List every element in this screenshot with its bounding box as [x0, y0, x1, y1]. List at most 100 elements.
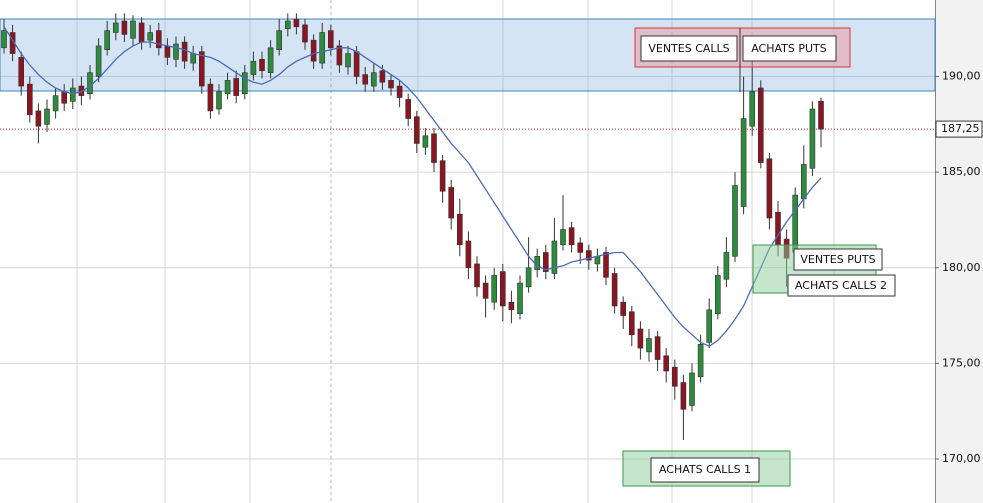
candle-body — [508, 301, 515, 311]
candle-body — [499, 271, 506, 307]
moving-average — [3, 26, 822, 347]
y-tick-label: 185,00 — [942, 165, 981, 178]
candle-body — [44, 108, 50, 125]
annotation: ACHATS PUTS — [751, 42, 827, 55]
candle-body — [173, 43, 179, 60]
candle-body — [775, 211, 781, 246]
candle-body — [130, 20, 136, 39]
candle-body — [654, 336, 661, 360]
candle-body — [749, 91, 756, 127]
candle-body — [362, 74, 369, 85]
candle-body — [147, 32, 153, 41]
candle-body — [456, 213, 463, 246]
candle-body — [293, 18, 300, 28]
candle-body — [603, 252, 609, 278]
candle-body — [551, 240, 558, 274]
candle-body — [156, 30, 162, 49]
candle-body — [413, 116, 420, 144]
candle-body — [714, 275, 721, 314]
annotation: ACHATS CALLS 1 — [659, 463, 751, 476]
candle-body — [104, 30, 110, 51]
candle-body — [310, 39, 317, 62]
candle-body — [491, 275, 498, 303]
candle-body — [542, 252, 549, 272]
candle-body — [646, 338, 652, 353]
candle-body — [199, 51, 205, 87]
candle-body — [560, 229, 566, 246]
last-price-label: 187,25 — [941, 122, 980, 135]
candle-body — [448, 187, 455, 219]
candle-body — [439, 160, 446, 192]
candle-body — [181, 41, 188, 62]
candle-body — [379, 70, 386, 83]
candle-body — [259, 58, 265, 72]
candle-body — [26, 83, 33, 116]
y-tick-label: 175,00 — [942, 356, 981, 369]
candle-body — [818, 101, 824, 130]
candle-body — [1, 30, 7, 49]
candle-body — [680, 382, 687, 410]
candle-body — [405, 99, 412, 119]
candle-body — [723, 252, 730, 280]
y-tick-label: 180,00 — [942, 261, 981, 274]
candle-body — [87, 72, 93, 95]
candle-body — [525, 267, 532, 288]
annotation-box — [650, 457, 760, 483]
candle-body — [61, 91, 68, 104]
last-price-box — [935, 120, 983, 138]
candle-body — [302, 24, 308, 43]
candle-body — [431, 133, 437, 163]
candle-body — [396, 85, 403, 98]
candle-body — [233, 78, 239, 96]
candle-body — [706, 309, 713, 343]
candle-body — [138, 22, 145, 43]
y-tick-label: 170,00 — [942, 452, 981, 465]
candle-body — [224, 80, 231, 95]
annotation: VENTES PUTS — [800, 253, 875, 266]
candle-body — [766, 158, 773, 219]
candle-body — [121, 20, 128, 35]
candle-body — [577, 242, 584, 253]
candle-body — [242, 72, 248, 95]
candle-body — [216, 91, 222, 110]
candle-body — [250, 60, 257, 75]
candle-body — [327, 30, 334, 49]
candle-body — [732, 185, 738, 257]
candle-body — [663, 355, 670, 372]
candle-body — [465, 240, 472, 269]
annotation-box — [793, 248, 883, 271]
annotation: VENTES CALLS — [648, 42, 729, 55]
candle-body — [353, 51, 360, 77]
candle-body — [637, 328, 644, 349]
candle-body — [611, 273, 618, 307]
candle-body — [517, 282, 523, 314]
candle-body — [345, 53, 351, 68]
candle-body — [190, 53, 196, 64]
candle-body — [792, 194, 799, 253]
candle-body — [164, 45, 171, 58]
candle-body — [697, 343, 704, 378]
candle-body — [52, 95, 59, 112]
candle-body — [207, 83, 214, 112]
candle-body — [757, 87, 764, 163]
candle-body — [319, 32, 326, 64]
candle-body — [620, 301, 627, 316]
annotation-box — [787, 274, 896, 297]
candle-body — [35, 110, 42, 127]
candle-body — [568, 227, 575, 246]
candle-body — [671, 366, 678, 387]
candle-body — [388, 80, 394, 89]
candle-body — [594, 255, 601, 265]
candle-body — [267, 47, 274, 73]
candle-body — [18, 57, 25, 87]
candle-body — [740, 118, 747, 207]
candle-body — [628, 311, 635, 335]
candle-body — [70, 87, 76, 102]
candle-body — [276, 30, 283, 51]
y-tick-label: 190,00 — [942, 70, 981, 83]
annotation-box — [640, 35, 738, 62]
candle-body — [284, 20, 291, 29]
candle-body — [809, 108, 816, 169]
